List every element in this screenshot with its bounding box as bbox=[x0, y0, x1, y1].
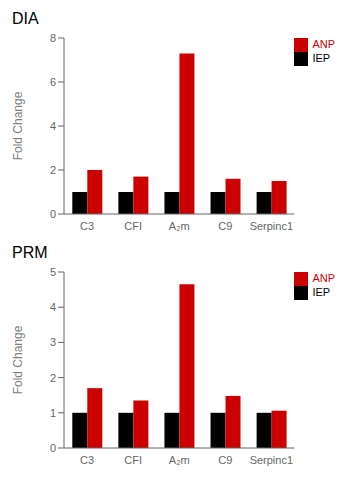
svg-text:Serpinc1: Serpinc1 bbox=[250, 454, 293, 466]
svg-text:Fold Change: Fold Change bbox=[11, 91, 25, 160]
svg-text:8: 8 bbox=[50, 32, 56, 44]
svg-text:CFI: CFI bbox=[124, 220, 142, 232]
svg-text:C9: C9 bbox=[218, 454, 232, 466]
html-text:PRM: PRM bbox=[12, 244, 48, 261]
svg-text:3: 3 bbox=[50, 336, 56, 348]
svg-text:C3: C3 bbox=[80, 220, 94, 232]
svg-text:0: 0 bbox=[50, 208, 56, 220]
svg-text:2: 2 bbox=[50, 164, 56, 176]
svg-text:A₂m: A₂m bbox=[169, 454, 190, 466]
svg-text:0: 0 bbox=[50, 442, 56, 454]
svg-text:Fold Change: Fold Change bbox=[11, 325, 25, 394]
svg-text:Serpinc1: Serpinc1 bbox=[250, 220, 293, 232]
html-text:ANP: ANP bbox=[312, 272, 335, 284]
html-text:IEP: IEP bbox=[312, 286, 331, 299]
svg-text:C9: C9 bbox=[218, 220, 232, 232]
svg-text:CFI: CFI bbox=[124, 454, 142, 466]
html-text:ANP: ANP bbox=[312, 38, 335, 50]
svg-text:6: 6 bbox=[50, 76, 56, 88]
html-text:DIA: DIA bbox=[12, 10, 39, 27]
svg-text:5: 5 bbox=[50, 266, 56, 278]
svg-text:4: 4 bbox=[50, 301, 56, 313]
svg-text:4: 4 bbox=[50, 120, 56, 132]
svg-text:A₂m: A₂m bbox=[169, 220, 190, 232]
html-text:IEP: IEP bbox=[312, 52, 331, 65]
svg-text:1: 1 bbox=[50, 407, 56, 419]
svg-text:2: 2 bbox=[50, 372, 56, 384]
svg-text:C3: C3 bbox=[80, 454, 94, 466]
